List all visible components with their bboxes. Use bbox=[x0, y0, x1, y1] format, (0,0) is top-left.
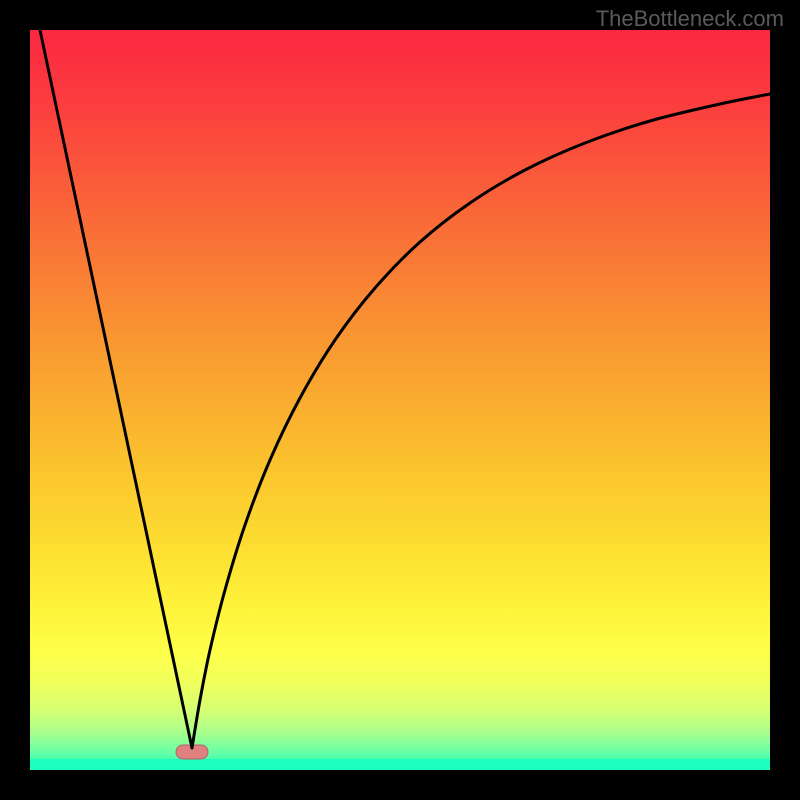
watermark-text: TheBottleneck.com bbox=[596, 6, 784, 32]
chart-container: TheBottleneck.com bbox=[0, 0, 800, 800]
green-baseline-strip bbox=[30, 759, 770, 770]
plot-gradient-background bbox=[30, 30, 770, 770]
bottleneck-chart bbox=[0, 0, 800, 800]
